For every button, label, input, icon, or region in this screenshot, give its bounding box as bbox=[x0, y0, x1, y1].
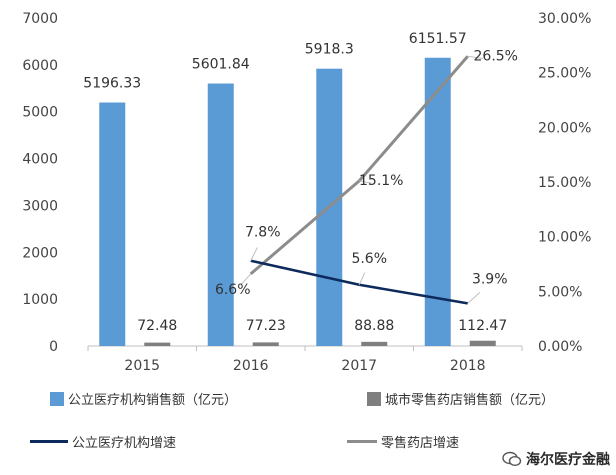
legend-swatch-public-sales bbox=[50, 391, 64, 406]
x-tick-label: 2018 bbox=[450, 358, 486, 374]
watermark-text: 海尔医疗金融 bbox=[526, 452, 610, 468]
data-label-public-growth-leader bbox=[358, 272, 366, 285]
data-label-public-sales: 5196.33 bbox=[83, 76, 141, 92]
legend-label-public-growth: 公立医疗机构增速 bbox=[72, 436, 177, 451]
y2-tick-label: 10.00% bbox=[538, 230, 591, 246]
y-tick-label: 3000 bbox=[22, 198, 58, 214]
bar-retail-sales bbox=[252, 342, 279, 346]
data-label-public-growth: 5.6% bbox=[351, 251, 387, 267]
y-tick-label: 1000 bbox=[22, 292, 58, 308]
data-label-retail-growth-leader bbox=[467, 55, 484, 59]
data-label-public-growth: 3.9% bbox=[472, 271, 508, 287]
y2-tick-label: 15.00% bbox=[538, 175, 591, 191]
legend-public-sales: 公立医疗机构销售额（亿元） bbox=[50, 389, 237, 408]
data-label-retail-growth: 15.1% bbox=[359, 173, 403, 189]
data-label-retail-sales: 72.48 bbox=[137, 318, 177, 334]
data-label-retail-growth: 26.5% bbox=[474, 48, 518, 64]
legend-retail-sales: 城市零售药店销售额（亿元） bbox=[367, 389, 554, 408]
wechat-icon bbox=[502, 451, 522, 467]
y-tick-label: 7000 bbox=[22, 11, 58, 27]
y-tick-label: 5000 bbox=[22, 105, 58, 121]
data-label-retail-growth-leader bbox=[240, 273, 252, 286]
bar-public-sales bbox=[99, 102, 126, 346]
data-label-retail-sales: 112.47 bbox=[458, 318, 507, 334]
bar-public-sales bbox=[207, 83, 234, 346]
legend-public-growth: 公立医疗机构增速 bbox=[30, 432, 176, 451]
y2-tick-label: 30.00% bbox=[538, 11, 591, 27]
y-tick-label: 0 bbox=[49, 339, 58, 355]
y-tick-label: 4000 bbox=[22, 152, 58, 168]
bar-retail-sales bbox=[361, 341, 388, 346]
y2-tick-label: 5.00% bbox=[538, 284, 582, 300]
y2-tick-label: 20.00% bbox=[538, 120, 591, 136]
y2-tick-label: 0.00% bbox=[538, 339, 582, 355]
legend-label-retail-growth: 零售药店增速 bbox=[381, 436, 460, 451]
bar-retail-sales bbox=[144, 342, 171, 346]
data-label-retail-sales: 88.88 bbox=[354, 318, 394, 334]
data-label-retail-growth-leader bbox=[359, 180, 372, 184]
y-tick-label: 2000 bbox=[22, 245, 58, 261]
watermark: 海尔医疗金融 bbox=[502, 449, 610, 469]
legend-retail-growth: 零售药店增速 bbox=[347, 432, 459, 451]
legend-swatch-public-growth bbox=[30, 440, 68, 443]
data-label-public-sales: 6151.57 bbox=[409, 31, 467, 47]
data-label-public-growth-leader bbox=[250, 247, 258, 261]
data-label-retail-sales: 77.23 bbox=[246, 318, 286, 334]
bar-retail-sales bbox=[469, 340, 496, 346]
legend-label-retail-sales: 城市零售药店销售额（亿元） bbox=[385, 393, 555, 408]
x-tick-label: 2017 bbox=[341, 358, 377, 374]
data-label-public-growth: 7.8% bbox=[245, 225, 281, 241]
x-tick-label: 2016 bbox=[233, 358, 269, 374]
legend-label-public-sales: 公立医疗机构销售额（亿元） bbox=[68, 393, 238, 408]
data-label-public-growth-leader bbox=[467, 291, 481, 304]
legend-swatch-retail-sales bbox=[367, 391, 381, 406]
y2-tick-label: 25.00% bbox=[538, 66, 591, 82]
data-label-public-sales: 5918.3 bbox=[305, 42, 354, 58]
legend-swatch-retail-growth bbox=[347, 440, 377, 443]
y-tick-label: 6000 bbox=[22, 58, 58, 74]
data-label-retail-growth: 6.6% bbox=[215, 282, 251, 298]
x-tick-label: 2015 bbox=[124, 358, 160, 374]
data-label-public-sales: 5601.84 bbox=[192, 57, 250, 73]
